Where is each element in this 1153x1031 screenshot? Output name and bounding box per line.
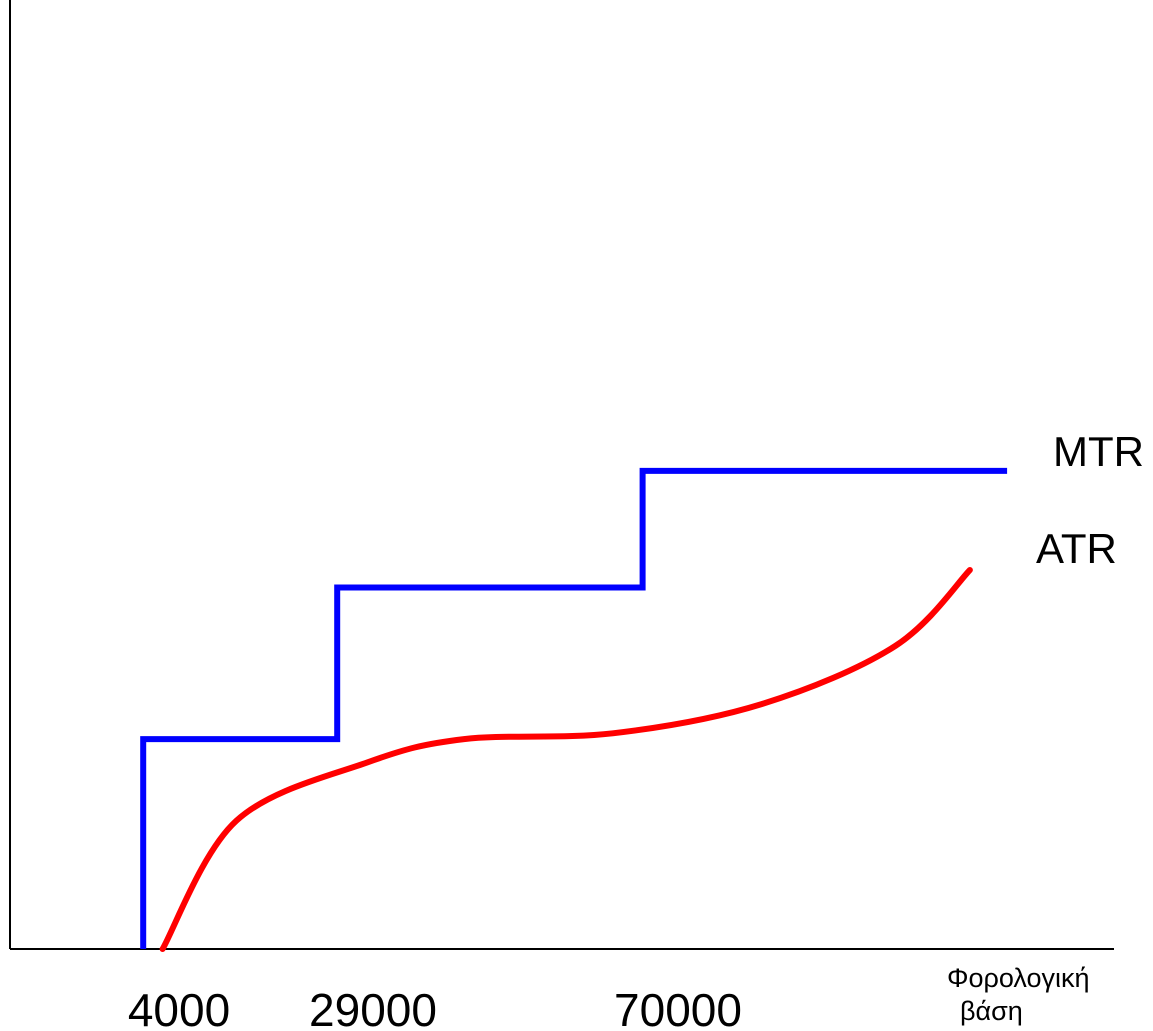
mtr-series-line (140, 467, 1008, 949)
x-tick-labels: 4000 29000 70000 (128, 984, 742, 1031)
x-tick-label: 29000 (309, 984, 437, 1031)
mtr-series-label: MTR (1053, 428, 1144, 475)
x-tick-label: 4000 (128, 984, 230, 1031)
x-tick-label: 70000 (614, 984, 742, 1031)
atr-series-label: ATR (1036, 525, 1117, 572)
atr-series-line (159, 567, 973, 952)
x-axis-label-line-2: βάση (960, 996, 1023, 1026)
x-axis-label-line-1: Φορολογική (947, 963, 1090, 993)
